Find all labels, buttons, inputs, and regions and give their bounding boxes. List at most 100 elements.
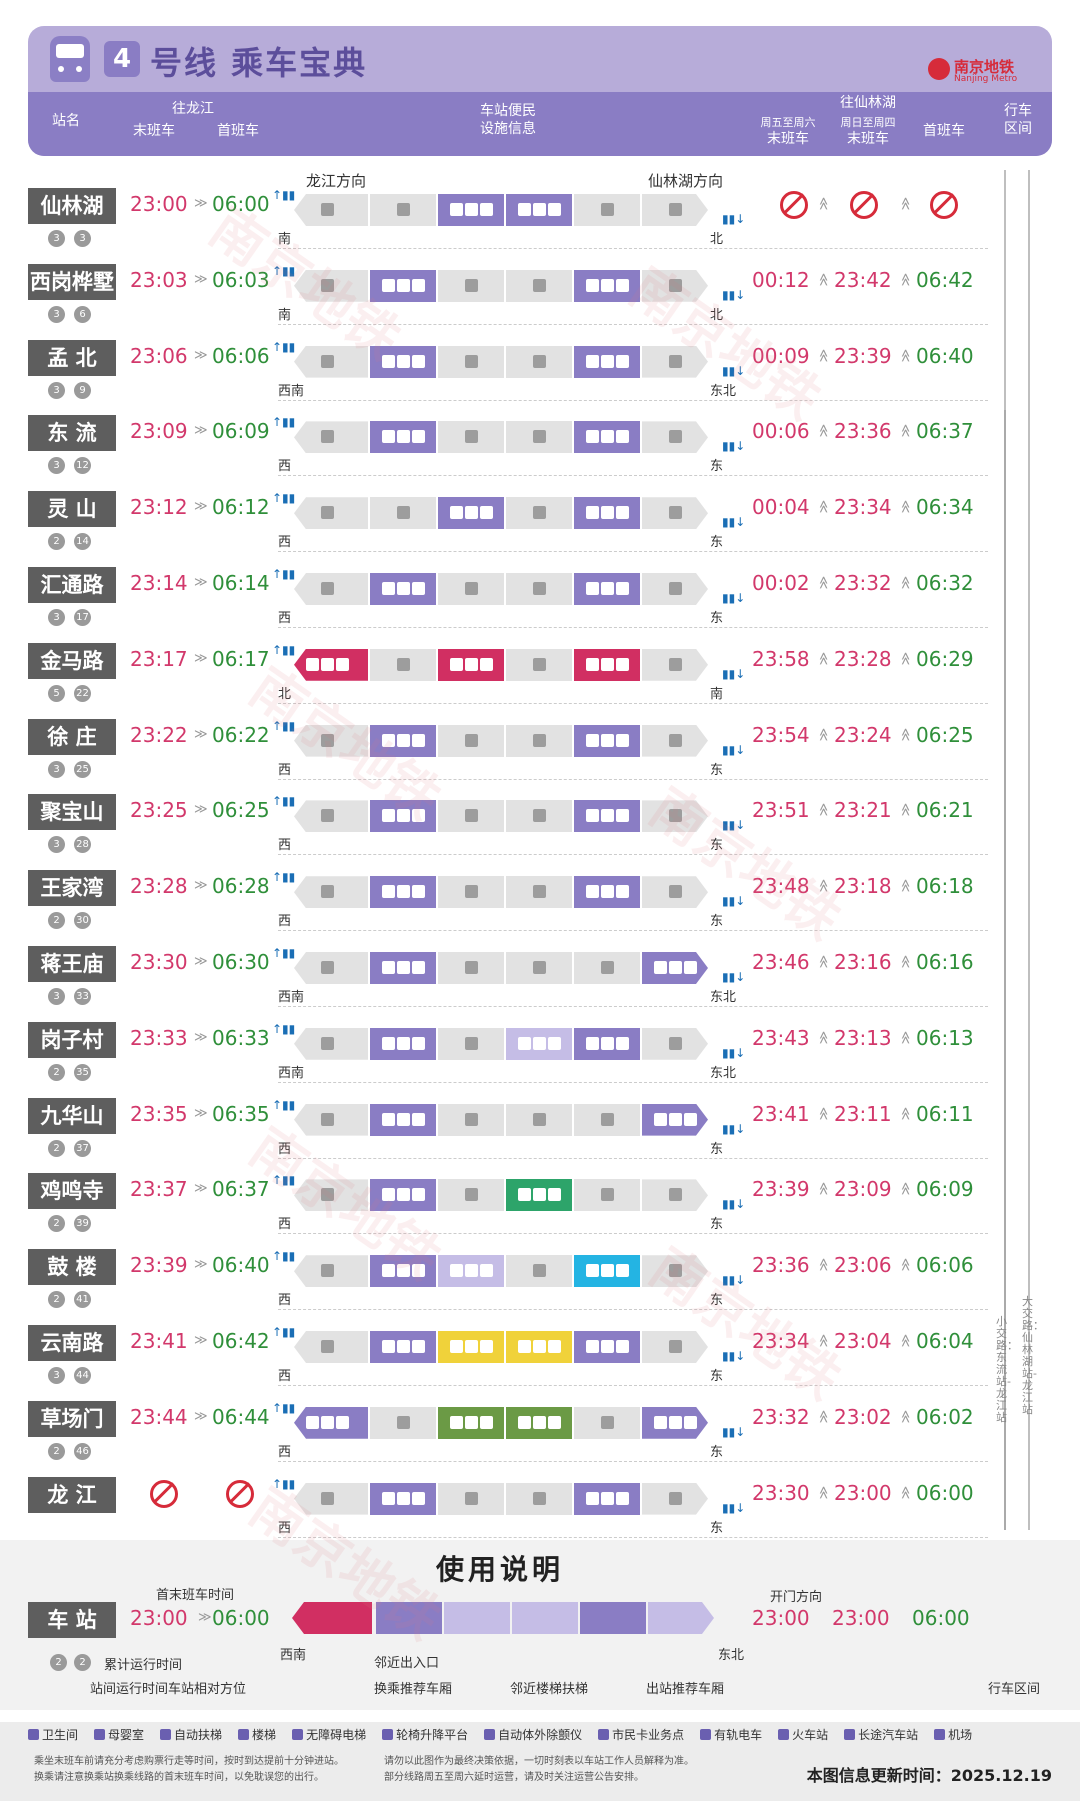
car-segment — [506, 1406, 572, 1439]
segment-time-circle: 2 — [48, 1291, 65, 1309]
metro-logo: 南京地铁 Nanjing Metro — [928, 56, 1038, 86]
car-segment — [642, 497, 708, 529]
car-segment — [370, 800, 436, 833]
last-train-xianlinhu-sun: 23:02 — [834, 1404, 892, 1429]
platform-car-diagram — [294, 952, 746, 984]
first-train-longjiang: 06:44 — [212, 1404, 270, 1429]
facility-icon — [465, 961, 478, 974]
row-divider — [278, 778, 988, 780]
legend-icon — [778, 1729, 790, 1740]
guide-circle-1: 2 — [50, 1654, 67, 1671]
station-row: 王家湾 2 30 23:28 ≫ 06:28 西 东 ↑▮▮ ▮▮↓ 23:48 23:18 06:18… — [28, 860, 988, 936]
facility-icon — [586, 1036, 599, 1050]
car-segment — [642, 1331, 708, 1363]
first-train-longjiang: 06:09 — [212, 419, 270, 444]
car-segment — [370, 1103, 436, 1136]
facility-icon — [548, 1415, 561, 1429]
car-segment — [438, 1331, 504, 1363]
last-train-longjiang: 23:03 — [130, 267, 188, 292]
platform-car-diagram — [294, 1331, 746, 1363]
legend-label: 火车站 — [792, 1728, 829, 1742]
facility-icon — [465, 1112, 478, 1126]
car-segment — [642, 1407, 708, 1439]
segment-time-circle: 3 — [48, 305, 65, 323]
facility-icon — [669, 430, 682, 443]
segment-time-circle: 3 — [48, 457, 65, 475]
chevron-icon: ≪ — [897, 1409, 913, 1424]
facility-icon — [321, 1415, 334, 1429]
facility-icon — [533, 354, 546, 368]
facility-icon — [412, 809, 425, 823]
last-train-xianlinhu-fri: 23:36 — [752, 1253, 810, 1278]
facility-icon — [601, 430, 614, 444]
chevron-icon: ≫ — [194, 196, 208, 211]
cumulative-time-circle: 22 — [74, 684, 91, 702]
right-direction: 东 — [710, 535, 724, 551]
facility-icon — [601, 1340, 614, 1353]
last-train-xianlinhu-sun: 23:28 — [834, 646, 892, 671]
legend-label: 市民卡业务点 — [612, 1728, 685, 1742]
guide-interval: 行车区间 — [988, 1682, 1041, 1697]
chevron-icon: ≪ — [815, 1182, 831, 1196]
chevron-icon: ≪ — [897, 575, 913, 590]
facility-icon — [465, 733, 478, 747]
car-segment — [370, 1406, 436, 1439]
facility-icon — [321, 278, 334, 292]
door-direction-icon: ▮▮↓ — [722, 439, 746, 454]
legend-item: 火车站 — [778, 1726, 828, 1743]
first-train-xianlinhu: 06:42 — [916, 267, 974, 292]
station-name: 鼓 楼 — [28, 1249, 116, 1286]
last-train-xianlinhu-fri: 23:39 — [752, 1177, 810, 1202]
col-interval-2: 区间 — [1004, 121, 1032, 137]
right-direction: 东 — [710, 1293, 724, 1309]
facility-icon — [533, 278, 546, 292]
car-segment — [438, 269, 504, 302]
segment-time-circle: 3 — [48, 760, 65, 778]
facility-icon — [382, 1340, 395, 1353]
station-name: 孟 北 — [28, 339, 116, 376]
facility-icon — [654, 1113, 667, 1126]
door-direction-icon: ▮▮↓ — [722, 212, 746, 226]
station-row: 灵 山 2 14 23:12 ≫ 06:12 西 东 ↑▮▮ ▮▮↓ 00:04 23:34 06:34… — [28, 481, 988, 557]
chevron-icon: ≪ — [897, 1106, 913, 1120]
car-segment — [438, 648, 504, 681]
chevron-icon: ≫ — [194, 575, 208, 590]
cumulative-time-circle: 30 — [74, 912, 91, 930]
last-train-xianlinhu-sun: 23:18 — [834, 874, 892, 899]
facility-icon — [336, 657, 349, 671]
car-segment — [370, 952, 436, 984]
guide-transfer-seg — [292, 1602, 372, 1634]
facility-icon — [616, 1264, 629, 1278]
car-segment — [574, 1482, 640, 1515]
left-direction: 西 — [278, 1293, 292, 1309]
facility-icon — [465, 506, 478, 520]
right-direction: 东 — [710, 1369, 724, 1384]
station-row: 徐 庄 3 25 23:22 ≫ 06:22 西 东 ↑▮▮ ▮▮↓ 23:54 23:24 06:25… — [28, 709, 988, 785]
facility-icon — [586, 733, 599, 747]
col-weekday: 周五至周六 — [760, 116, 816, 129]
first-train-xianlinhu: 06:11 — [916, 1101, 974, 1126]
car-segment — [370, 1482, 436, 1515]
facility-icon — [382, 1036, 395, 1050]
last-train-longjiang: 23:41 — [130, 1329, 188, 1353]
guide-left-dir: 西南 — [280, 1648, 307, 1663]
facility-icon — [654, 1416, 667, 1429]
segment-time-circle: 3 — [48, 1367, 65, 1384]
chevron-icon: ≪ — [897, 1182, 913, 1196]
first-train-xianlinhu: 06:13 — [916, 1025, 974, 1050]
guide-seg-3 — [444, 1602, 510, 1634]
facility-icon — [616, 1491, 629, 1505]
facility-icon — [518, 1415, 531, 1429]
door-direction-icon: ↑▮▮ — [272, 415, 296, 430]
station-name: 岗子村 — [28, 1021, 116, 1058]
row-divider — [278, 1233, 988, 1235]
car-segment — [574, 952, 640, 984]
first-train-xianlinhu: 06:09 — [916, 1177, 974, 1202]
facility-icon — [533, 1264, 546, 1278]
legend-label: 楼梯 — [252, 1728, 277, 1742]
car-segment — [370, 1027, 436, 1060]
facility-icon — [669, 279, 682, 292]
metro-logo-icon — [928, 58, 950, 80]
station-row: 西岗桦墅 3 6 23:03 ≫ 06:03 南 北 ↑▮▮ ▮▮↓ 00:12 23:42 06:42… — [28, 254, 988, 330]
facility-icon — [601, 278, 614, 292]
